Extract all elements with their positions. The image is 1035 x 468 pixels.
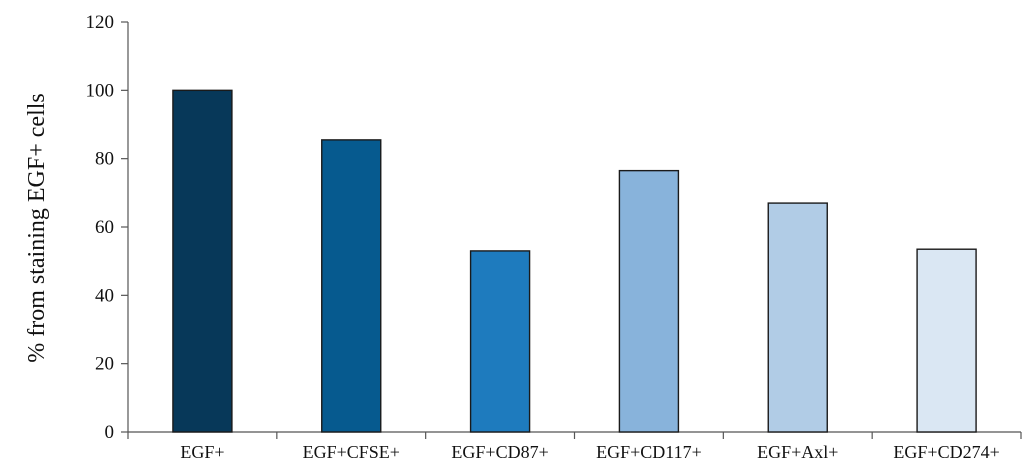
x-tick-label: EGF+Axl+: [757, 442, 838, 462]
y-tick-label: 20: [95, 354, 114, 375]
category-labels: EGF+ EGF+CFSE+ EGF+CD87+ EGF+CD117+ EGF+Axl+…: [180, 442, 999, 462]
bar: [767, 202, 828, 433]
bar: [172, 89, 233, 433]
bar: [321, 139, 382, 433]
x-tick-label: EGF+CD117+: [596, 442, 702, 462]
bar: [618, 169, 680, 433]
bar: [916, 248, 977, 433]
y-tick-label: 40: [95, 285, 114, 306]
y-tick-label: 100: [86, 80, 115, 101]
y-axis-label: % from staining EGF+ cells: [24, 93, 50, 363]
y-axis: 0 20 40 60 80 100 120: [86, 12, 129, 443]
x-tick-label: EGF+: [180, 442, 224, 462]
x-axis: [127, 431, 1022, 439]
y-tick-label: 0: [105, 422, 115, 443]
y-tick-label: 60: [95, 217, 114, 238]
bars: [172, 89, 977, 433]
y-tick-label: 120: [86, 12, 115, 33]
bar: [469, 250, 531, 433]
x-tick-label: EGF+CFSE+: [303, 442, 400, 462]
y-tick-label: 80: [95, 149, 114, 170]
x-tick-label: EGF+CD87+: [451, 442, 548, 462]
x-tick-label: EGF+CD274+: [893, 442, 999, 462]
